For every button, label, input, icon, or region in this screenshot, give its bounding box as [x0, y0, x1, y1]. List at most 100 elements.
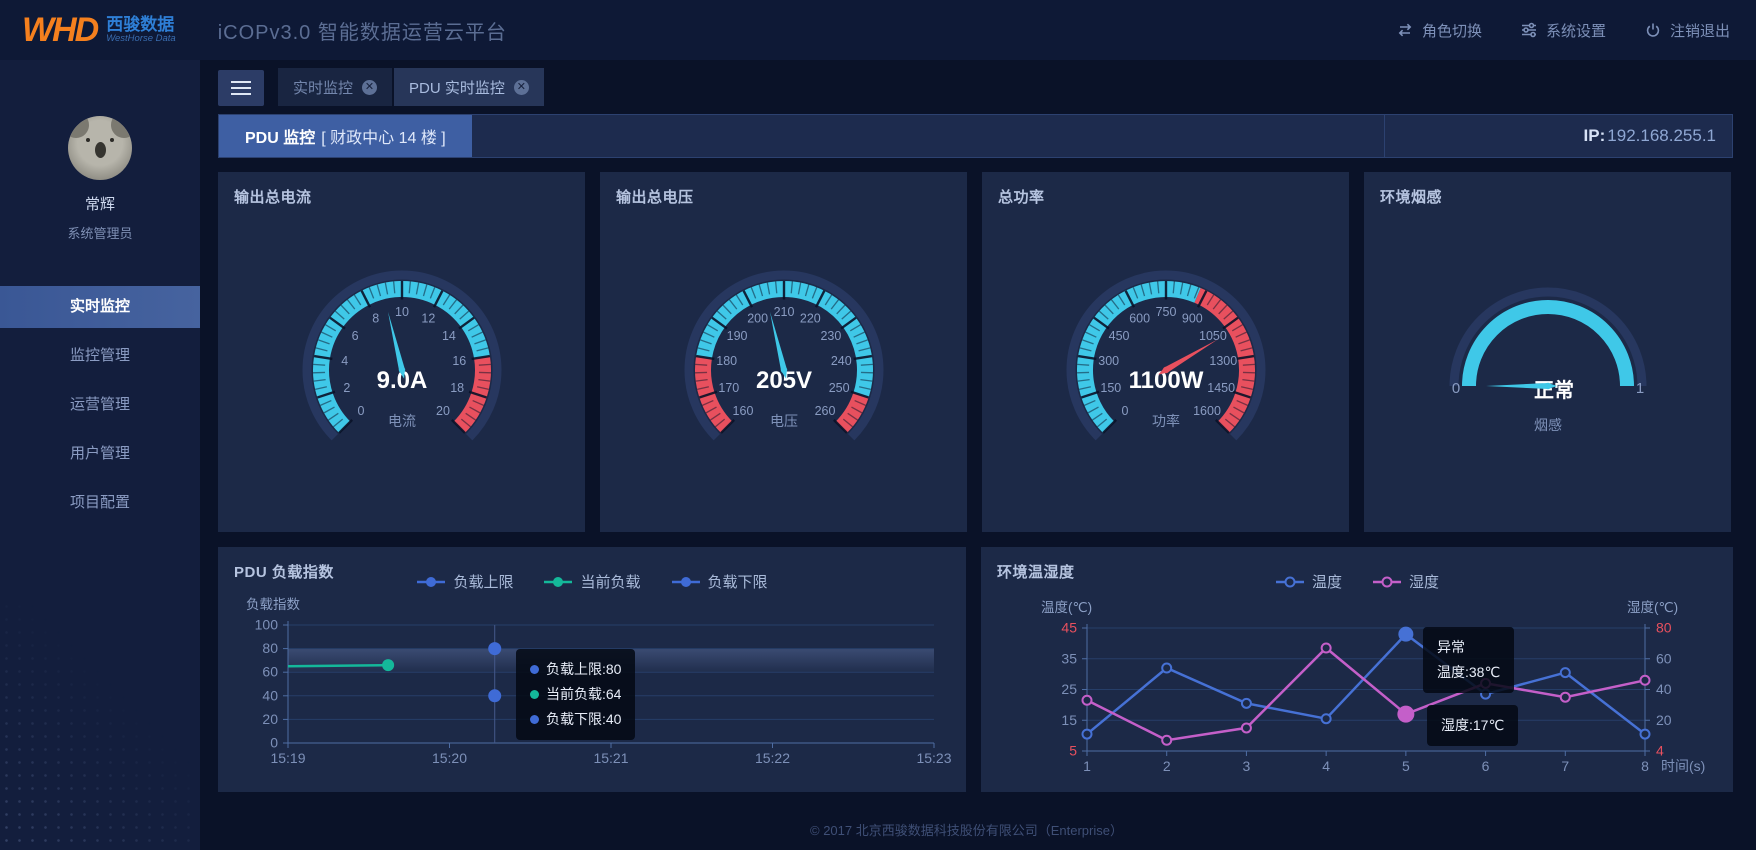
- svg-text:0: 0: [357, 404, 364, 418]
- svg-text:电流: 电流: [388, 413, 416, 429]
- svg-text:1600: 1600: [1193, 404, 1221, 418]
- legend-item[interactable]: 负载下限: [671, 571, 768, 592]
- tab-close-icon[interactable]: ✕: [513, 79, 529, 95]
- gauge-card: 输出总电压 160 170 180 190 200 210 220 230 240 250 260 20…: [600, 172, 967, 532]
- svg-text:功率: 功率: [1152, 413, 1180, 429]
- svg-text:35: 35: [1061, 650, 1077, 666]
- svg-text:230: 230: [820, 329, 841, 343]
- logo: WHD 西骏数据 WestHorse Data: [22, 11, 176, 50]
- logo-whd: WHD: [22, 10, 99, 49]
- svg-text:15:22: 15:22: [755, 750, 790, 766]
- legend-item[interactable]: 湿度: [1372, 571, 1439, 592]
- svg-text:0: 0: [270, 735, 278, 751]
- chart-tooltip: 湿度:17℃: [1427, 705, 1519, 746]
- tooltip-text: 异常: [1437, 639, 1465, 655]
- legend-item[interactable]: 当前负载: [543, 571, 641, 592]
- header-action-label: 角色切换: [1421, 22, 1482, 40]
- svg-text:3: 3: [1243, 758, 1251, 774]
- hamburger-menu-button[interactable]: [218, 70, 264, 106]
- svg-text:15:19: 15:19: [270, 750, 305, 766]
- gauge-title: 输出总电压: [616, 189, 694, 206]
- svg-text:温度(℃): 温度(℃): [1041, 600, 1092, 615]
- app-header: WHD 西骏数据 WestHorse Data iCOPv3.0 智能数据运营云…: [0, 0, 1756, 60]
- header-action-settings[interactable]: 系统设置: [1520, 20, 1606, 41]
- legend-marker-icon: [671, 576, 700, 587]
- tooltip-text: 负载上限:80: [546, 661, 622, 677]
- settings-icon: [1521, 22, 1536, 38]
- header-action-power[interactable]: 注销退出: [1644, 20, 1730, 41]
- chart-title: 环境温湿度: [997, 564, 1075, 581]
- sidebar-item[interactable]: 用户管理: [69, 445, 130, 462]
- svg-text:190: 190: [726, 329, 747, 343]
- page-title-badge: PDU 监控 [ 财政中心 14 楼 ]: [219, 115, 472, 157]
- tab-bar: 实时监控 ✕ PDU 实时监控 ✕: [218, 68, 1756, 106]
- svg-text:18: 18: [450, 381, 464, 395]
- svg-text:20: 20: [436, 404, 450, 418]
- svg-text:5: 5: [1402, 758, 1410, 774]
- sidebar-item[interactable]: 项目配置: [69, 494, 130, 511]
- svg-text:20: 20: [1656, 712, 1672, 728]
- tooltip-series-dot: [530, 715, 539, 724]
- svg-text:600: 600: [1129, 311, 1150, 325]
- svg-text:8: 8: [1641, 758, 1649, 774]
- temp-humidity-chart-card: 环境温湿度 温度 湿度 5 4 15 20 25 40 35 60 45 80 1 2 3 4 5 6 7 8 温度(…: [981, 547, 1733, 792]
- svg-text:40: 40: [262, 687, 278, 703]
- avatar-decoration: [86, 138, 90, 142]
- svg-text:250: 250: [828, 381, 849, 395]
- svg-text:14: 14: [441, 329, 455, 343]
- svg-text:4: 4: [1656, 743, 1664, 759]
- svg-text:16: 16: [452, 354, 466, 368]
- badge-location: [ 财政中心 14 楼 ]: [321, 130, 446, 147]
- svg-text:15:23: 15:23: [916, 750, 951, 766]
- badge-title: PDU 监控: [245, 130, 316, 147]
- svg-text:300: 300: [1098, 354, 1119, 368]
- tab-label: PDU 实时监控: [409, 79, 505, 97]
- header-action-switch[interactable]: 角色切换: [1396, 20, 1482, 41]
- legend-label: 湿度: [1409, 574, 1440, 591]
- svg-text:15:21: 15:21: [593, 750, 628, 766]
- tooltip-row: 负载上限:80: [530, 657, 621, 682]
- legend-item[interactable]: 温度: [1275, 571, 1342, 592]
- svg-text:240: 240: [830, 354, 851, 368]
- svg-text:100: 100: [255, 617, 279, 633]
- svg-text:750: 750: [1155, 305, 1176, 319]
- sidebar: 常辉 系统管理员 实时监控 监控管理 运营管理 用户管理 项目配置: [0, 60, 200, 850]
- legend-item[interactable]: 负载上限: [416, 571, 513, 592]
- tab[interactable]: 实时监控 ✕: [278, 68, 393, 106]
- svg-text:15:20: 15:20: [432, 750, 467, 766]
- gauge-card-row: 输出总电流 0 2 4 6 8 10 12 14 16 18 20 9.0A 电流 输出总电压 160 170 1…: [218, 172, 1733, 532]
- chart-legend: 温度 湿度: [981, 571, 1733, 592]
- svg-text:210: 210: [773, 305, 794, 319]
- load-index-chart-card: PDU 负载指数 负载上限 当前负载 负载下限 0 20 40 60 80 100 15:19 1…: [218, 547, 966, 792]
- svg-text:160: 160: [732, 404, 753, 418]
- tab-close-icon[interactable]: ✕: [362, 79, 378, 95]
- app-title: iCOPv3.0 智能数据运营云平台: [217, 21, 507, 44]
- avatar: [68, 116, 132, 180]
- page-title-bar: PDU 监控 [ 财政中心 14 楼 ] IP: 192.168.255.1: [218, 114, 1733, 158]
- svg-text:260: 260: [814, 404, 835, 418]
- tab[interactable]: PDU 实时监控 ✕: [394, 68, 544, 106]
- sidebar-item[interactable]: 运营管理: [69, 396, 130, 413]
- svg-text:7: 7: [1561, 758, 1569, 774]
- gauge-card: 输出总电流 0 2 4 6 8 10 12 14 16 18 20 9.0A 电流: [218, 172, 585, 532]
- svg-text:40: 40: [1656, 681, 1672, 697]
- tooltip-text: 负载下限:40: [546, 711, 622, 727]
- open-tabs: 实时监控 ✕ PDU 实时监控 ✕: [278, 68, 544, 106]
- avatar-decoration: [110, 138, 114, 142]
- sidebar-item[interactable]: 监控管理: [69, 347, 130, 364]
- sidebar-item[interactable]: 实时监控: [0, 286, 200, 328]
- svg-text:6: 6: [1482, 758, 1490, 774]
- svg-text:1300: 1300: [1209, 354, 1237, 368]
- copyright-footer: © 2017 北京西骏数据科技股份有限公司（Enterprise）: [810, 823, 1123, 838]
- svg-text:4: 4: [1322, 758, 1330, 774]
- user-name: 常辉: [84, 196, 115, 213]
- legend-label: 负载上限: [453, 574, 514, 591]
- header-actions: 角色切换 系统设置 注销退出: [1396, 20, 1756, 41]
- header-action-label: 系统设置: [1545, 22, 1606, 40]
- svg-text:8: 8: [372, 311, 379, 325]
- gauge-title: 环境烟感: [1380, 189, 1443, 206]
